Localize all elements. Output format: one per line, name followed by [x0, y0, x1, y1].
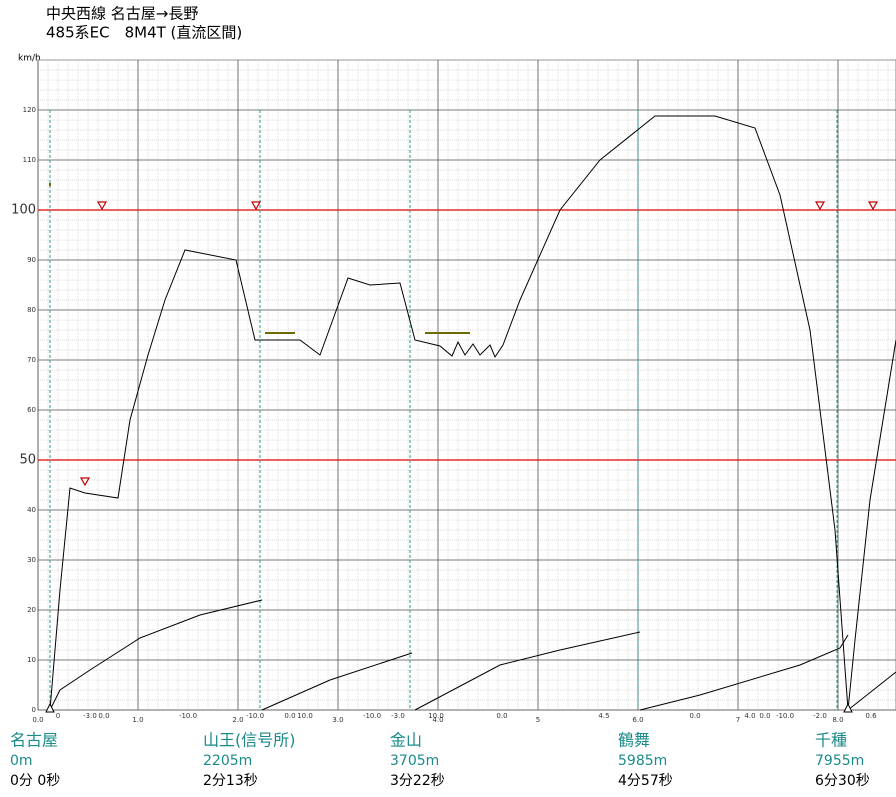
- x-tick-label: 5: [536, 716, 540, 724]
- y-tick-label: 30: [27, 556, 36, 564]
- gradient-label: 10.0: [297, 712, 313, 720]
- gradient-label: 0: [56, 712, 60, 720]
- gradient-label: 4.5: [598, 712, 609, 720]
- y-tick-label: 50: [19, 453, 36, 468]
- x-tick-label: 4.0: [432, 716, 443, 724]
- y-tick-label: 40: [27, 506, 36, 514]
- station-name: 山王(信号所): [203, 731, 296, 750]
- grid: [37, 59, 896, 711]
- station-distance: 3705m: [390, 753, 439, 769]
- chart-title: 中央西線 名古屋→長野: [46, 5, 198, 23]
- gradient-label: 0.0: [284, 712, 295, 720]
- gradient-label: 10.0: [428, 712, 444, 720]
- y-tick-label: 20: [27, 606, 36, 614]
- station-name: 金山: [390, 731, 422, 750]
- y-axis-label: km/h: [18, 54, 41, 64]
- y-tick-label: 80: [27, 306, 36, 314]
- station-time: 6分30秒: [815, 773, 870, 789]
- y-tick-label: 100: [11, 203, 36, 218]
- station-time: 3分22秒: [390, 773, 445, 789]
- x-tick-label: 8.0: [832, 716, 843, 724]
- station-name: 名古屋: [10, 731, 58, 750]
- y-tick-label: 60: [27, 406, 36, 414]
- gradient-label: -10.0: [776, 712, 794, 720]
- station-distance: 5985m: [618, 753, 667, 769]
- gradient-label: 0.0: [496, 712, 507, 720]
- gradient-label: 0.0: [98, 712, 109, 720]
- gradient-label: -3.0: [391, 712, 405, 720]
- gradient-label: 0.0: [689, 712, 700, 720]
- y-tick-label: 90: [27, 256, 36, 264]
- y-tick-label: 0: [32, 706, 36, 714]
- data-line: [49, 115, 896, 711]
- station-distance: 2205m: [203, 753, 252, 769]
- stop-markers: [45, 702, 853, 713]
- gradient-label: 0.0: [759, 712, 770, 720]
- x-tick-label: 2.0: [232, 716, 243, 724]
- station-distance: 0m: [10, 753, 33, 769]
- y-tick-label: 10: [27, 656, 36, 664]
- x-tick-label: 3.0: [332, 716, 343, 724]
- gradient-label: 4.0: [744, 712, 755, 720]
- y-tick-label: 110: [23, 156, 36, 164]
- y-tick-label: 70: [27, 356, 36, 364]
- limit-markers: [79, 201, 879, 487]
- station-time: 0分 0秒: [10, 773, 60, 789]
- marks: [45, 183, 879, 713]
- station-time: 4分57秒: [618, 773, 673, 789]
- x-tick-label: 6.0: [632, 716, 643, 724]
- station-distance: 7955m: [815, 753, 864, 769]
- station-name: 千種: [815, 731, 847, 750]
- x-tick-label: 1.0: [132, 716, 143, 724]
- gradient-label: 0.6: [865, 712, 877, 720]
- station-name: 鶴舞: [618, 731, 650, 750]
- gradient-label: -3.0: [83, 712, 97, 720]
- gradient-label: -10.0: [246, 712, 264, 720]
- gradient-label: -2.0: [813, 712, 827, 720]
- gradient-label: -10.0: [179, 712, 197, 720]
- section-bars: [49, 183, 470, 334]
- data-line: [49, 599, 896, 711]
- x-tick-label: 7: [736, 716, 740, 724]
- y-tick-label: 120: [23, 106, 36, 114]
- station-time: 2分13秒: [203, 773, 258, 789]
- gradient-label: -10.0: [363, 712, 381, 720]
- plot-area: [37, 59, 896, 711]
- x-tick-label: 0.0: [32, 716, 43, 724]
- chart-subtitle: 485系EC 8M4T (直流区間): [46, 24, 242, 42]
